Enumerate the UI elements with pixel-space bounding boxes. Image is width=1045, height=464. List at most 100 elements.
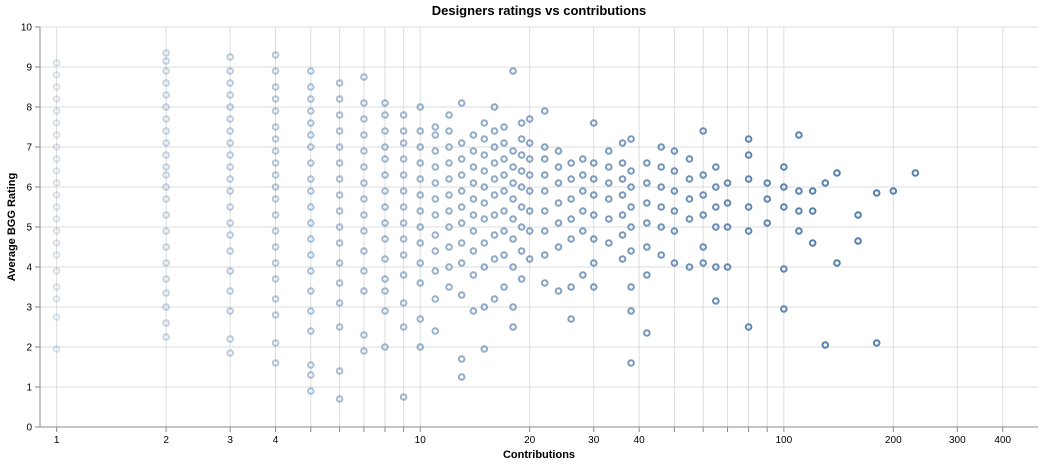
scatter-point xyxy=(670,227,679,235)
scatter-point xyxy=(500,207,508,215)
scatter-point xyxy=(335,239,344,247)
scatter-point xyxy=(271,107,280,115)
y-tick-label: 0 xyxy=(26,423,32,434)
scatter-point xyxy=(589,119,598,127)
scatter-point xyxy=(52,107,61,115)
scatter-point xyxy=(271,227,280,235)
scatter-point xyxy=(517,247,526,255)
scatter-point xyxy=(833,169,841,177)
scatter-point xyxy=(360,131,368,139)
scatter-point xyxy=(162,289,170,297)
scatter-point xyxy=(509,235,517,243)
scatter-point xyxy=(52,267,61,275)
scatter-point xyxy=(306,219,315,227)
scatter-point xyxy=(685,155,694,163)
scatter-point xyxy=(381,143,389,151)
scatter-point xyxy=(416,175,425,183)
scatter-point xyxy=(657,251,666,259)
y-tick-label: 5 xyxy=(26,223,32,234)
scatter-point xyxy=(445,175,453,183)
scatter-point xyxy=(589,283,598,291)
scatter-point xyxy=(712,223,720,231)
scatter-point xyxy=(52,71,61,79)
y-tick-label: 3 xyxy=(26,303,32,314)
scatter-point xyxy=(699,191,707,199)
scatter-point xyxy=(469,227,478,235)
scatter-point xyxy=(306,267,315,275)
scatter-point xyxy=(627,135,635,143)
scatter-point xyxy=(480,263,489,271)
scatter-point xyxy=(52,59,61,67)
scatter-point xyxy=(490,191,499,199)
scatter-point xyxy=(445,191,453,199)
scatter-point xyxy=(795,187,803,195)
scatter-point xyxy=(567,283,575,291)
scatter-point xyxy=(670,187,679,195)
scatter-point xyxy=(271,159,280,167)
scatter-point xyxy=(162,91,170,99)
scatter-point xyxy=(271,211,280,219)
scatter-point xyxy=(872,189,881,197)
scatter-point xyxy=(500,251,508,259)
scatter-point xyxy=(306,175,315,183)
scatter-point xyxy=(509,195,517,203)
scatter-point xyxy=(567,315,575,323)
scatter-point xyxy=(360,115,368,123)
scatter-point xyxy=(500,123,508,131)
scatter-point xyxy=(52,83,61,91)
scatter-point xyxy=(795,207,803,215)
scatter-point xyxy=(763,179,772,187)
scatter-point xyxy=(360,331,368,339)
scatter-point xyxy=(445,207,453,215)
scatter-point xyxy=(399,203,408,211)
scatter-point xyxy=(517,119,526,127)
scatter-point xyxy=(469,271,478,279)
scatter-point xyxy=(335,143,344,151)
scatter-point xyxy=(469,131,478,139)
scatter-point xyxy=(780,163,788,171)
scatter-point xyxy=(589,191,598,199)
scatter-point xyxy=(226,267,234,275)
scatter-point xyxy=(306,95,315,103)
scatter-point xyxy=(744,135,753,143)
scatter-point xyxy=(306,235,315,243)
scatter-point xyxy=(416,127,425,135)
scatter-point xyxy=(52,203,61,211)
scatter-point xyxy=(579,207,587,215)
scatter-point xyxy=(226,67,234,75)
scatter-point xyxy=(381,111,389,119)
scatter-point xyxy=(416,315,425,323)
scatter-point xyxy=(162,151,170,159)
scatter-point xyxy=(226,79,234,87)
scatter-point xyxy=(780,183,788,191)
scatter-point xyxy=(509,67,517,75)
scatter-point xyxy=(567,175,575,183)
scatter-point xyxy=(271,359,280,367)
scatter-point xyxy=(381,99,389,107)
scatter-point xyxy=(627,183,635,191)
scatter-point xyxy=(699,243,707,251)
scatter-point xyxy=(271,83,280,91)
scatter-point xyxy=(226,53,234,61)
scatter-point xyxy=(540,251,549,259)
y-tick-label: 8 xyxy=(26,103,32,114)
scatter-point xyxy=(271,295,280,303)
scatter-point xyxy=(162,163,170,171)
scatter-point xyxy=(657,163,666,171)
x-axis-title: Contributions xyxy=(503,449,575,461)
scatter-point xyxy=(306,159,315,167)
scatter-point xyxy=(306,83,315,91)
scatter-point xyxy=(226,103,234,111)
scatter-point xyxy=(554,147,563,155)
scatter-point xyxy=(335,191,344,199)
scatter-point xyxy=(554,219,563,227)
y-tick-label: 4 xyxy=(26,263,32,274)
scatter-point xyxy=(306,107,315,115)
scatter-point xyxy=(445,111,453,119)
scatter-point xyxy=(335,127,344,135)
scatter-point xyxy=(416,343,425,351)
scatter-point xyxy=(381,287,389,295)
scatter-point xyxy=(360,227,368,235)
scatter-point xyxy=(618,191,627,199)
scatter-point xyxy=(744,175,753,183)
